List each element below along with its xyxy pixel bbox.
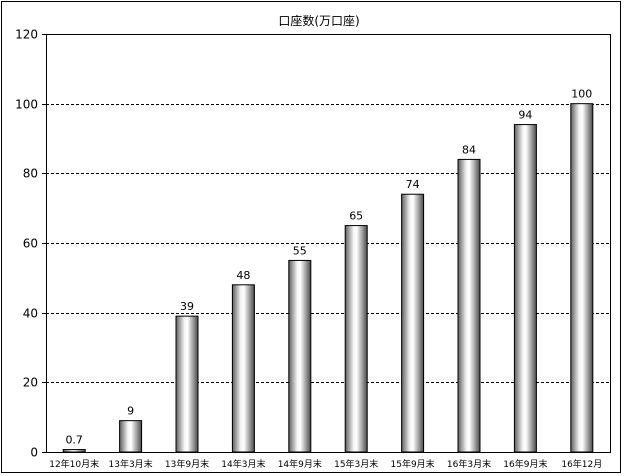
y-tick-label: 60 [23, 237, 38, 251]
data-label: 65 [349, 210, 363, 223]
x-tick-label: 14年3月末 [221, 458, 265, 470]
x-tick-label: 13年3月末 [109, 458, 153, 470]
x-tick-label: 15年9月末 [391, 458, 435, 470]
x-tick-label: 12年10月末 [49, 458, 99, 470]
x-tick-label: 13年9月末 [165, 458, 209, 470]
x-tick-label: 15年3月末 [334, 458, 378, 470]
bar [457, 158, 481, 453]
y-tick-label: 0 [30, 446, 38, 460]
data-label: 39 [180, 300, 194, 313]
bar [288, 259, 312, 453]
x-tick-label: 16年9月末 [503, 458, 547, 470]
bar [231, 284, 255, 453]
data-label: 9 [127, 405, 134, 418]
y-tick-label: 120 [15, 28, 38, 42]
y-tick-label: 100 [15, 98, 38, 112]
bars: 0.7 9 39 48 55 65 74 84 94 100 [62, 88, 594, 453]
chart-title: 口座数(万口座) [278, 13, 359, 28]
data-label: 100 [571, 88, 592, 101]
data-label: 0.7 [65, 434, 83, 447]
data-label: 74 [406, 178, 420, 191]
data-label: 84 [462, 143, 476, 156]
data-label: 55 [293, 244, 307, 257]
bar [119, 420, 143, 453]
plot-area [46, 34, 611, 453]
x-axis: 12年10月末 13年3月末 13年9月末 14年3月末 14年9月末 15年3月末 15年… [49, 458, 602, 470]
y-tick-label: 80 [23, 167, 38, 181]
x-tick-label: 16年3月末 [447, 458, 491, 470]
bar [175, 315, 199, 453]
bar [344, 225, 368, 453]
data-label: 48 [236, 269, 250, 282]
x-tick-label: 16年12月 [561, 458, 602, 470]
y-axis: 0 20 40 60 80 100 120 [15, 28, 46, 460]
x-tick-label: 14年9月末 [278, 458, 322, 470]
y-tick-label: 20 [23, 376, 38, 390]
y-tick-label: 40 [23, 307, 38, 321]
bar [62, 449, 86, 453]
bar [401, 193, 425, 453]
data-label: 94 [518, 109, 532, 122]
bar [570, 103, 594, 453]
bar [513, 124, 537, 453]
